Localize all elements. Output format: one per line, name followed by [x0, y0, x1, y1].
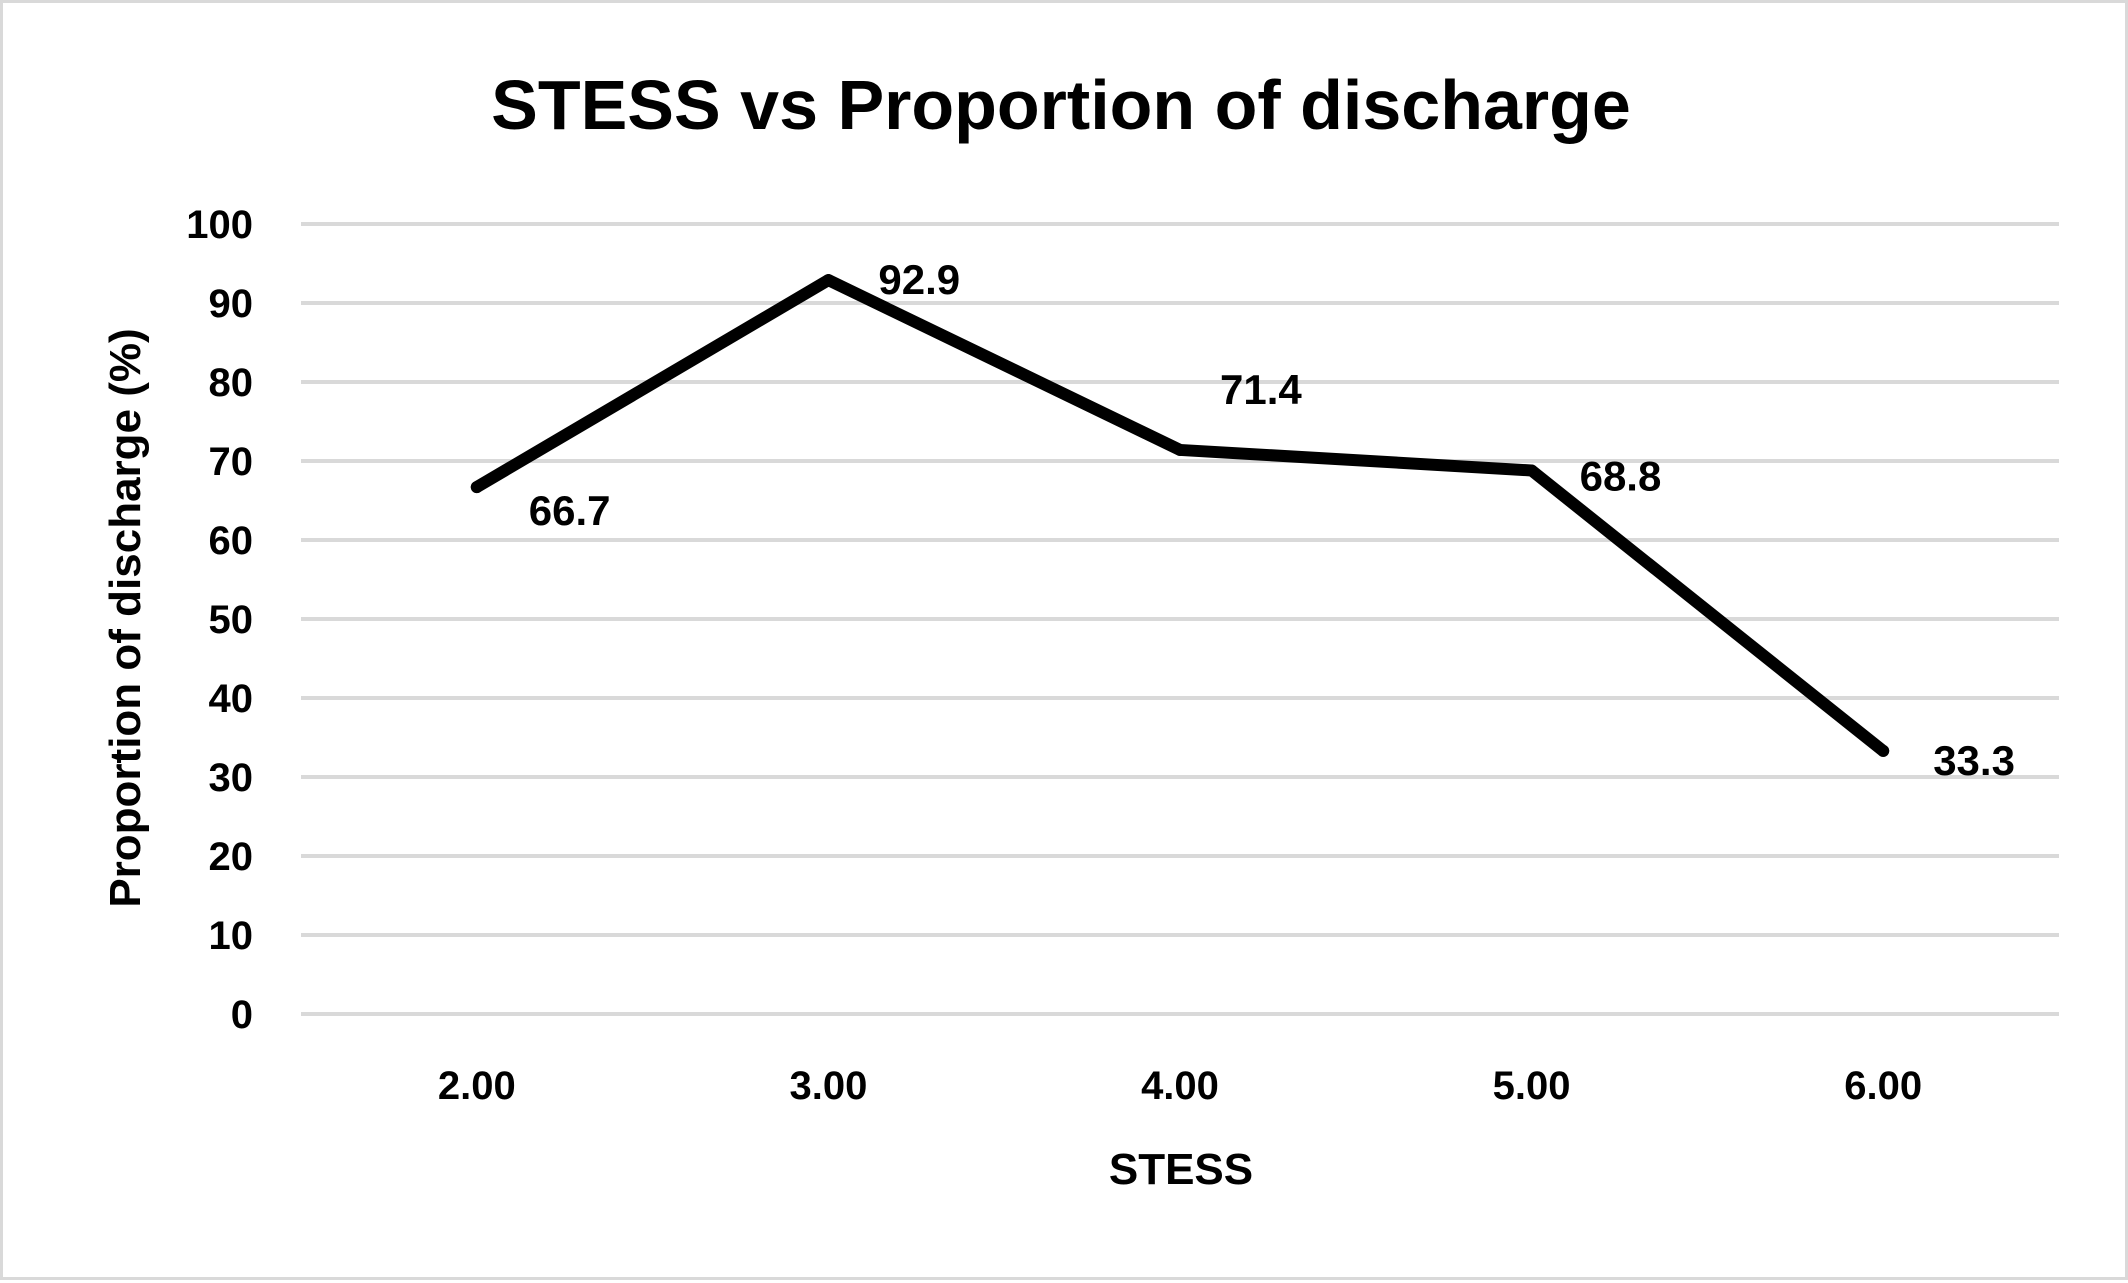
y-tick-label: 30: [209, 756, 254, 800]
data-label: 92.9: [878, 256, 960, 303]
x-tick-label: 2.00: [438, 1064, 516, 1108]
data-label: 33.3: [1933, 737, 2015, 784]
data-point: [1525, 464, 1538, 477]
x-tick-label: 3.00: [789, 1064, 867, 1108]
y-tick-label: 100: [186, 203, 253, 247]
series-line: [470, 274, 1890, 757]
x-tick-label: 5.00: [1493, 1064, 1571, 1108]
data-point: [822, 274, 835, 287]
data-point: [1174, 443, 1186, 456]
line-chart: STESS vs Proportion of discharge 0 10 20 30…: [101, 66, 2059, 1194]
y-axis-ticks: 0 10 20 30 40 50 60 70 80 90 100: [186, 203, 253, 1037]
data-labels: 66.7 92.9 71.4 68.8 33.3: [529, 256, 2015, 784]
x-axis-title: STESS: [1109, 1145, 1253, 1194]
chart-title: STESS vs Proportion of discharge: [491, 66, 1631, 144]
y-axis-title: Proportion of discharge (%): [101, 328, 150, 907]
y-tick-label: 40: [209, 677, 254, 721]
y-tick-label: 60: [209, 519, 254, 563]
y-tick-label: 20: [209, 835, 254, 879]
x-tick-label: 4.00: [1141, 1064, 1219, 1108]
data-point: [1877, 744, 1890, 757]
data-label: 71.4: [1220, 366, 1302, 413]
y-tick-label: 90: [209, 282, 254, 326]
x-axis-ticks: 2.00 3.00 4.00 5.00 6.00: [438, 1064, 1922, 1108]
gridlines: [301, 222, 2059, 1016]
series-group: [470, 274, 1890, 757]
data-point: [470, 481, 483, 494]
data-label: 68.8: [1580, 452, 1662, 499]
y-tick-label: 50: [209, 598, 254, 642]
data-label: 66.7: [529, 487, 611, 534]
y-tick-label: 0: [231, 993, 253, 1037]
y-tick-label: 10: [209, 914, 254, 958]
y-tick-label: 70: [209, 440, 254, 484]
x-tick-label: 6.00: [1844, 1064, 1922, 1108]
y-tick-label: 80: [209, 361, 254, 405]
